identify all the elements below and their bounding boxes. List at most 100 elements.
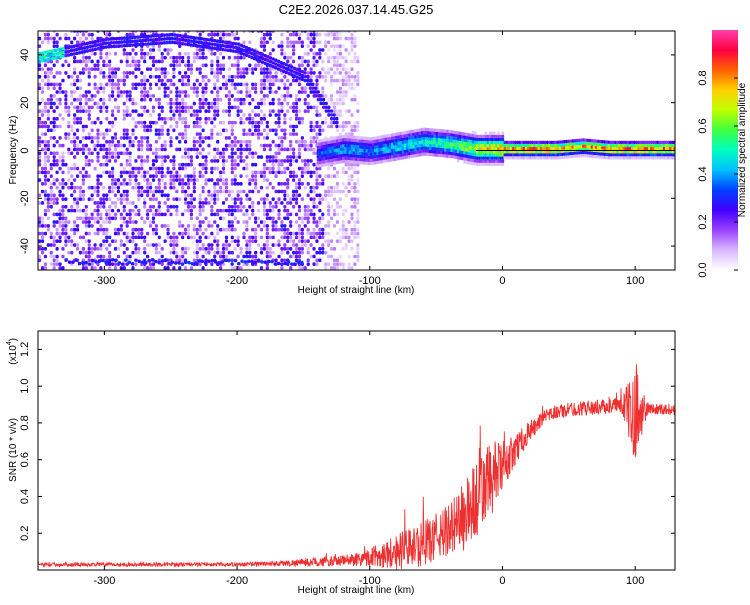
spectrogram-ridge-cell <box>429 137 433 141</box>
spectrogram-cell <box>55 139 59 144</box>
spectrogram-cell <box>75 117 80 121</box>
spectrogram-cell <box>233 208 237 213</box>
spectrogram-cell <box>128 220 132 224</box>
spectrogram-cell <box>70 128 74 133</box>
spectrogram-cell <box>125 59 129 64</box>
spectrogram-cell <box>251 155 255 159</box>
spectrogram-cell <box>286 101 290 106</box>
spectrogram-ridge-cell <box>401 153 405 157</box>
spectrogram-ridge-cell <box>529 156 532 160</box>
spectrogram-cell <box>197 36 201 41</box>
spectrogram-cell <box>105 32 109 37</box>
spectrogram-cell <box>131 174 135 178</box>
spectrogram-cell <box>239 55 243 60</box>
spectrogram-ridge-cell <box>444 129 447 133</box>
spectrogram-cell <box>294 182 299 186</box>
spectrogram-cell <box>213 235 217 240</box>
spectrogram-cell <box>40 182 45 186</box>
spectrogram-ridge-cell <box>516 143 520 148</box>
spectrogram-cell <box>338 189 342 194</box>
spectrogram-ridge-cell <box>327 153 331 157</box>
spectrogram-cell <box>52 178 56 182</box>
spectrogram-cell <box>55 239 59 244</box>
spectrogram-ridge-cell <box>386 134 390 138</box>
spectrogram-ridge-cell <box>535 156 539 160</box>
spectrogram-cell <box>125 159 129 163</box>
spectrogram-ridge-cell <box>329 146 333 150</box>
spectrogram-ridge-cell <box>363 161 367 165</box>
spectrogram-cell <box>274 159 278 163</box>
spectrogram-ridge-cell <box>427 134 430 138</box>
spectrogram-cell <box>332 247 337 251</box>
spectrogram-cell <box>216 55 220 60</box>
spectrogram-ridge-cell <box>369 149 373 153</box>
spectrogram-cell <box>210 208 214 213</box>
spectrogram-cell <box>119 78 123 83</box>
spectrogram-cell <box>73 178 77 182</box>
spectrogram-ridge-cell <box>626 153 630 157</box>
spectrogram-cell <box>201 86 205 91</box>
spectrogram-cell <box>263 57 267 62</box>
spectrogram-cell <box>102 132 106 136</box>
spectrogram-cell <box>297 139 302 144</box>
spectrogram-cell <box>327 67 331 71</box>
spectrogram-ridge-cell <box>352 138 356 142</box>
spectrogram-cell <box>344 55 348 60</box>
spectrogram-cell <box>105 231 109 236</box>
spectrogram-ridge-cell <box>543 146 547 151</box>
spectrogram-cell <box>219 178 223 182</box>
spectrogram-cell <box>40 90 45 94</box>
spectrogram-ridge-cell <box>335 148 339 152</box>
spectrogram-ridge-cell <box>454 140 458 144</box>
spectrogram-ridge-cell <box>601 152 605 156</box>
spectrogram-ridge-cell <box>424 149 428 153</box>
spectrogram-cell <box>148 189 153 194</box>
spectrogram-cell <box>239 147 243 152</box>
spectrogram-cell <box>38 44 42 48</box>
spectrogram-cell <box>58 193 62 198</box>
spectrogram-cell <box>125 189 129 194</box>
spectrogram-cell <box>224 94 229 98</box>
spectrogram-cell <box>286 40 290 45</box>
spectrogram-ridge-cell <box>548 140 551 145</box>
spectrogram-cell <box>332 224 337 228</box>
spectrogram-cell <box>277 124 281 129</box>
spectrogram-cell <box>186 52 191 56</box>
spectrogram-ridge-cell <box>444 145 447 149</box>
spectrogram-cell <box>294 105 299 110</box>
spectrogram-cell <box>195 155 199 159</box>
spectrogram-cell <box>277 97 281 102</box>
spectrogram-cell <box>293 262 297 266</box>
spectrogram-ridge-cell <box>467 158 471 162</box>
spectrogram-cell <box>254 227 258 232</box>
spectrogram-cell <box>280 250 284 255</box>
spectrogram-cell <box>55 82 59 87</box>
spectrogram-ridge-cell <box>516 140 520 145</box>
spectrogram-cell <box>227 113 231 117</box>
spectrogram-cell <box>43 147 48 152</box>
spectrogram-cell <box>356 247 360 251</box>
spectrogram-cell <box>43 266 48 270</box>
spectrogram-cell <box>140 139 144 144</box>
spectrogram-cell <box>335 174 339 178</box>
spectrogram-cell <box>233 36 237 41</box>
spectrogram-cell <box>321 231 325 236</box>
spectrogram-cell <box>59 47 63 51</box>
spectrogram-ridge-cell <box>401 150 405 154</box>
spectrogram-cell <box>84 94 88 98</box>
spectrogram-cell <box>46 208 50 213</box>
spectrogram-cell <box>130 39 135 44</box>
spectrogram-cell <box>195 55 199 60</box>
spectrogram-cell <box>143 128 147 133</box>
spectrogram-ridge-cell <box>380 156 384 161</box>
spectrogram-cell <box>104 45 108 49</box>
spectrogram-cell <box>146 147 150 152</box>
spectrogram-cell <box>172 243 176 247</box>
spectrogram-ridge-cell <box>410 145 413 149</box>
spectrogram-ridge-cell <box>388 139 392 144</box>
spectrogram-cell <box>140 55 144 60</box>
spectrogram-cell <box>122 243 126 247</box>
spectrogram-cell <box>163 155 167 159</box>
spectrogram-ridge-cell <box>335 154 339 159</box>
spectrogram-cell <box>271 65 275 69</box>
